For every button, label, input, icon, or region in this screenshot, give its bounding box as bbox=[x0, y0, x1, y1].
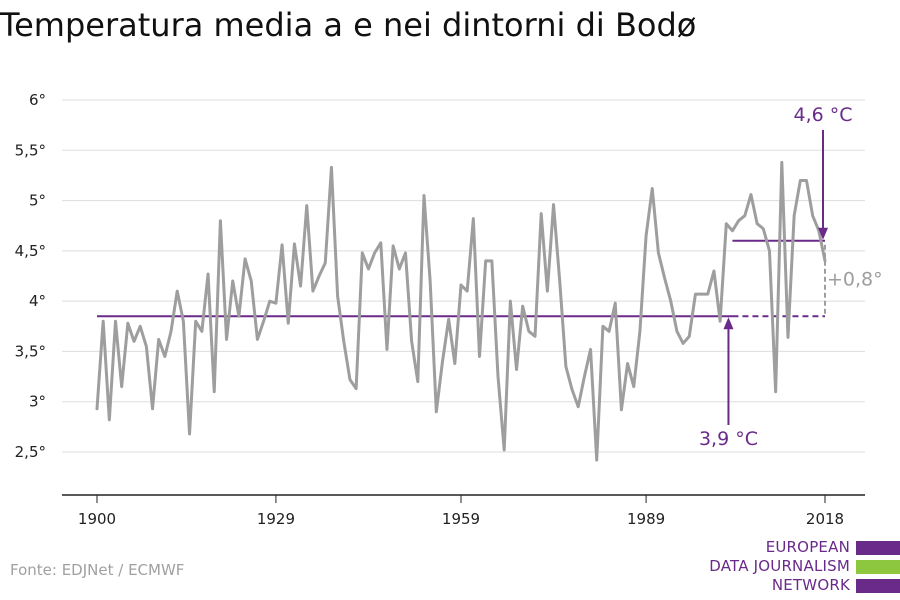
baseline-mean-label: 3,9 °C bbox=[699, 428, 758, 450]
source-note: Fonte: EDJNet / ECMWF bbox=[10, 561, 185, 579]
y-tick-label: 2,5° bbox=[15, 443, 46, 461]
baseline-arrow-head bbox=[723, 317, 734, 330]
logo-line-3: NETWORK bbox=[771, 576, 850, 594]
grid-lines bbox=[62, 99, 865, 453]
edjnet-logo: EUROPEAN DATA JOURNALISM NETWORK bbox=[700, 538, 900, 598]
logo-bar-purple-bottom bbox=[856, 579, 900, 593]
x-axis: 1900 1929 1959 1989 2018 bbox=[62, 494, 865, 528]
logo-bar-purple-top bbox=[856, 541, 900, 555]
y-tick-label: 3° bbox=[29, 393, 46, 411]
x-tick-label: 1989 bbox=[627, 510, 665, 528]
y-tick-label: 4° bbox=[29, 292, 46, 310]
y-tick-label: 4,5° bbox=[15, 242, 46, 260]
difference-label: +0,8° bbox=[827, 269, 883, 291]
y-tick-label: 6° bbox=[29, 91, 46, 109]
series bbox=[95, 160, 827, 462]
x-tick-label: 1959 bbox=[442, 510, 480, 528]
logo-line-2: DATA JOURNALISM bbox=[709, 557, 850, 575]
x-tick-label: 2018 bbox=[806, 510, 844, 528]
temperature-series-line bbox=[95, 160, 827, 462]
x-tick-label: 1929 bbox=[257, 510, 295, 528]
logo-bar-green bbox=[856, 560, 900, 574]
recent-mean-arrow-head bbox=[818, 227, 828, 240]
chart-title: Temperatura media a e nei dintorni di Bo… bbox=[0, 6, 697, 44]
annotations: +0,8° 4,6 °C 3,9 °C bbox=[699, 104, 883, 450]
y-tick-label: 3,5° bbox=[15, 342, 46, 360]
y-tick-label: 5° bbox=[29, 192, 46, 210]
logo-line-1: EUROPEAN bbox=[765, 538, 850, 556]
x-tick-label: 1900 bbox=[78, 510, 116, 528]
y-tick-label: 5,5° bbox=[15, 141, 46, 159]
recent-mean-label: 4,6 °C bbox=[793, 104, 852, 126]
y-axis-tick-labels: 2,5° 3° 3,5° 4° 4,5° 5° 5,5° 6° bbox=[15, 91, 46, 461]
